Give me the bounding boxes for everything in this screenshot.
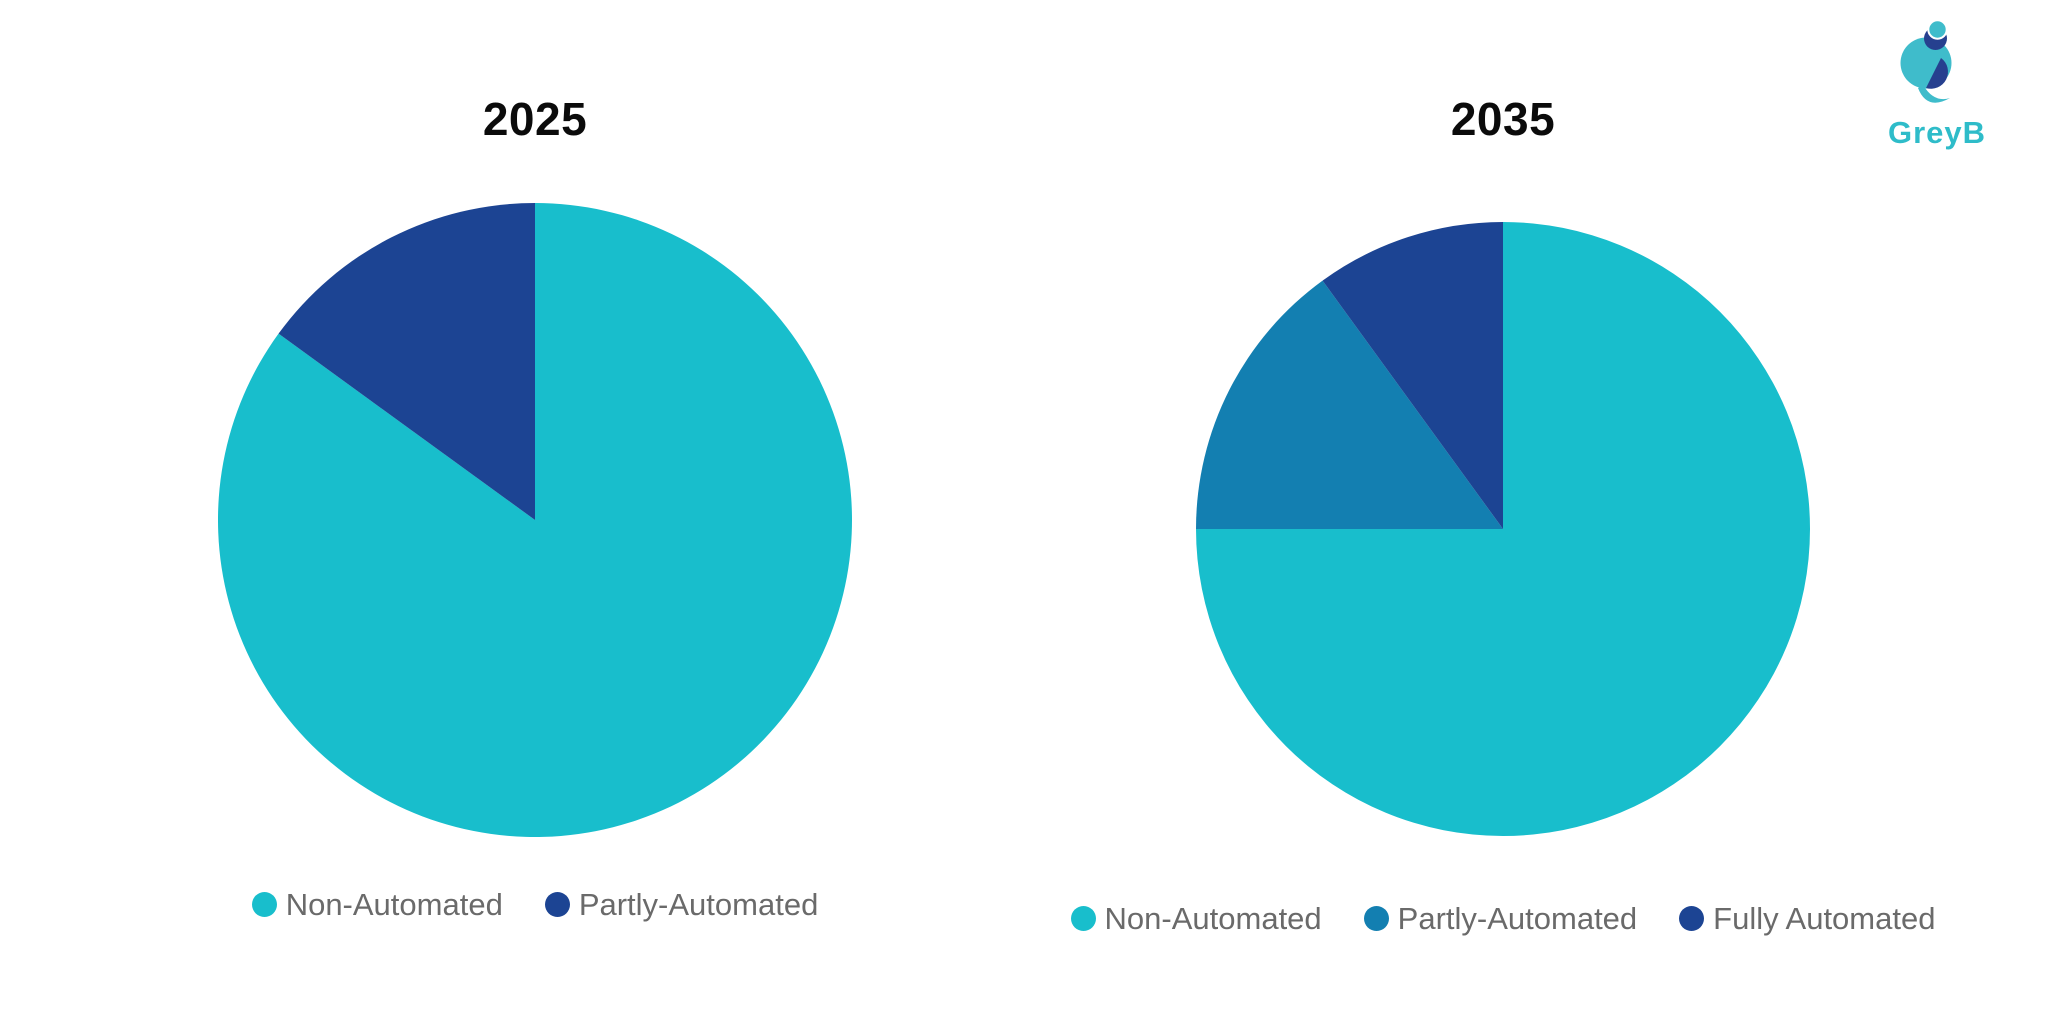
- pie-slice-partly-automated: [278, 203, 535, 520]
- greyb-logo: GreyB: [1888, 16, 2000, 150]
- logo-head-circle-icon: [1927, 19, 1948, 40]
- legend-label: Non-Automated: [1104, 901, 1322, 936]
- greyb-logo-mark: GreyB: [1888, 19, 1986, 150]
- legend-label: Non-Automated: [285, 887, 503, 922]
- logo-tail-icon: [1918, 85, 1950, 103]
- legend-marker-icon: [544, 892, 570, 918]
- chart-title-2025: 2025: [482, 93, 588, 145]
- pie-slice-non-automated: [218, 203, 852, 837]
- legend-2035: Non-Automated Partly-Automated Fully Autom…: [1070, 900, 1935, 937]
- legend-label: Partly-Automated: [578, 887, 819, 922]
- pie-chart-2035: [1196, 222, 1810, 836]
- legend-2025: Non-Automated Partly-Automated: [185, 886, 885, 923]
- pie-slice-partly-automated: [1196, 280, 1503, 529]
- legend-item: Non-Automated: [1070, 900, 1322, 937]
- chart-title-2035: 2035: [1450, 93, 1556, 145]
- legend-label: Partly-Automated: [1397, 901, 1638, 936]
- greyb-logo-text: GreyB: [1888, 115, 1986, 150]
- pie-slice-fully-automated: [1322, 222, 1503, 529]
- legend-item: Partly-Automated: [544, 886, 819, 923]
- legend-marker-icon: [1363, 906, 1389, 932]
- legend-marker-icon: [1070, 906, 1096, 932]
- legend-marker-icon: [251, 892, 277, 918]
- pie-chart-2025: [218, 203, 852, 837]
- legend-label: Fully Automated: [1713, 901, 1936, 936]
- legend-marker-icon: [1679, 906, 1705, 932]
- legend-item: Partly-Automated: [1363, 900, 1638, 937]
- legend-item: Non-Automated: [251, 886, 503, 923]
- logo-halfmoon-icon: [1926, 58, 1949, 89]
- legend-item: Fully Automated: [1679, 900, 1935, 937]
